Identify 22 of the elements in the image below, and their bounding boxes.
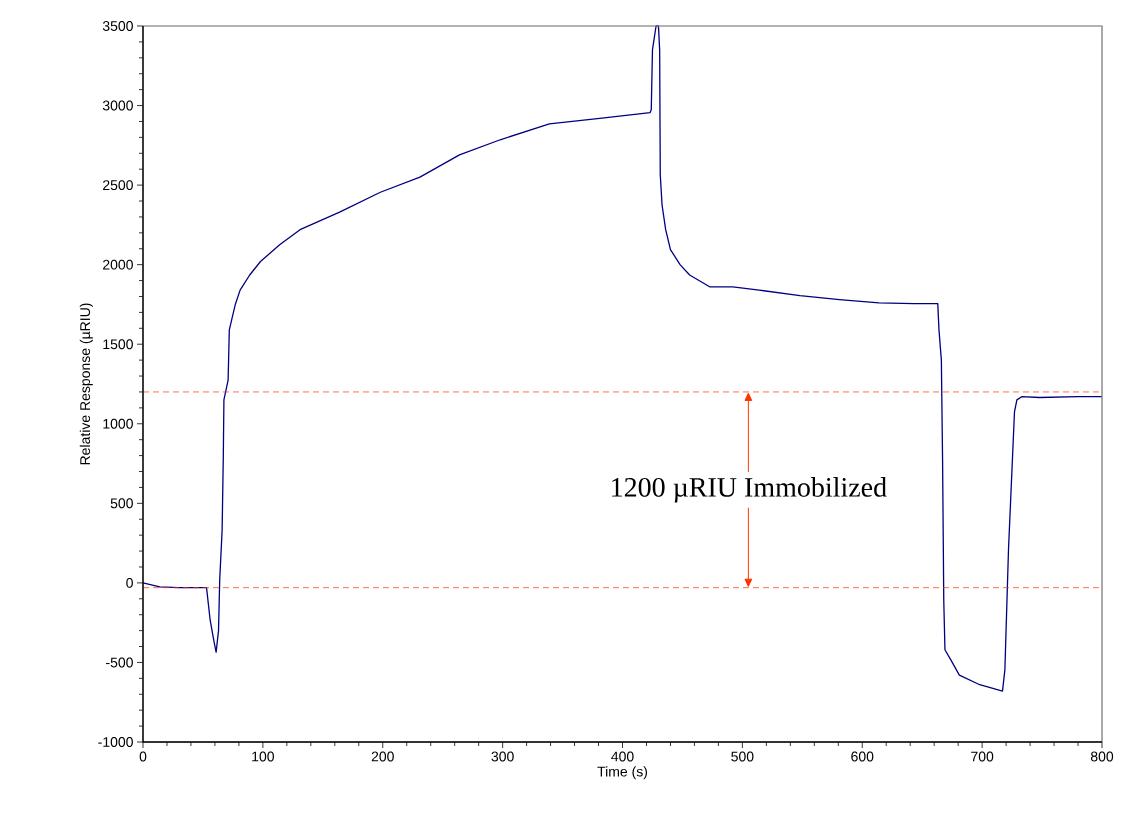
y-tick-label: 2000: [103, 259, 133, 270]
x-tick-label: 100: [252, 751, 274, 762]
x-tick-label: 500: [731, 751, 754, 762]
y-tick-label: -1000: [98, 737, 133, 747]
y-tick-label: -500: [106, 657, 133, 668]
x-tick-label: 600: [851, 751, 874, 762]
x-tick-label: 700: [971, 751, 994, 762]
x-tick-label: 200: [371, 751, 394, 762]
x-tick-label: 400: [611, 751, 634, 762]
x-axis-title: Time (s): [597, 766, 648, 780]
y-axis-title: Relative Response (µRIU): [79, 303, 93, 465]
y-tick-label: 0: [126, 577, 133, 588]
y-tick-label: 1000: [103, 418, 133, 429]
y-tick-label: 2500: [103, 180, 133, 191]
x-tick-label: 300: [491, 751, 514, 762]
y-tick-label: 3500: [102, 21, 133, 31]
y-tick-label: 1500: [103, 339, 133, 350]
x-tick-label: 0: [139, 751, 147, 762]
y-tick-label: 3000: [102, 100, 133, 111]
annotation: 1200 µRIU Immobilized: [612, 477, 887, 503]
y-tick-label: 500: [110, 498, 133, 509]
x-tick-label: 800: [1090, 751, 1114, 762]
